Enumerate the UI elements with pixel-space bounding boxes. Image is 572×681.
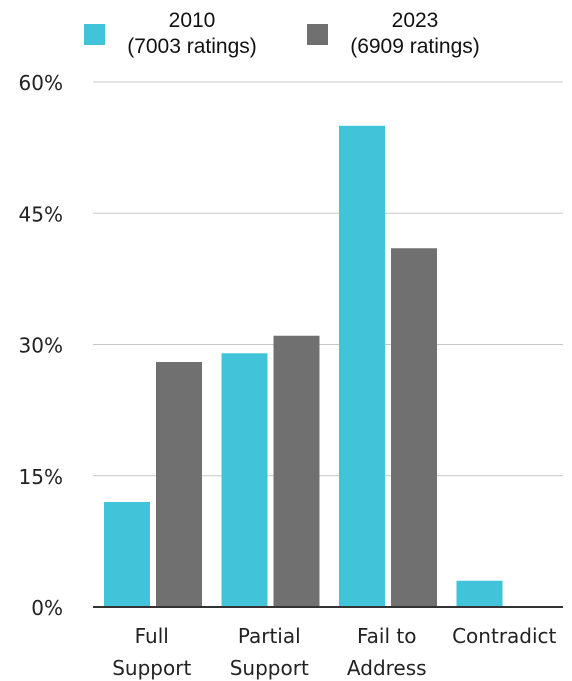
bar (456, 580, 503, 607)
x-tick-label: Partial (238, 624, 301, 648)
legend-label: (7003 ratings) (127, 35, 257, 58)
bar (104, 502, 150, 607)
y-tick-label: 60% (19, 71, 63, 95)
legend: 2010 (7003 ratings) 2023 (6909 ratings) (84, 9, 480, 58)
legend-label: (6909 ratings) (350, 35, 480, 58)
bar (273, 335, 320, 607)
gridlines (93, 81, 563, 477)
bar (391, 248, 437, 607)
legend-label: 2010 (169, 9, 216, 32)
y-tick-label: 0% (31, 596, 63, 620)
x-tick-label: Support (112, 656, 191, 680)
bar (339, 125, 385, 607)
bars (104, 125, 503, 607)
legend-swatch (307, 24, 328, 45)
y-axis: 0% 15% 30% 45% 60% (19, 71, 63, 620)
bar (221, 353, 268, 607)
x-axis: Full Support Partial Support Fail to Address C… (93, 606, 563, 680)
x-tick-label: Support (230, 656, 309, 680)
y-tick-label: 15% (19, 465, 63, 489)
x-tick-label: Full (135, 624, 169, 648)
y-tick-label: 30% (19, 334, 63, 358)
x-tick-label: Address (347, 656, 427, 680)
legend-label: 2023 (392, 9, 439, 32)
y-tick-label: 45% (19, 202, 63, 226)
x-tick-label: Contradict (452, 624, 556, 648)
x-tick-label: Fail to (357, 624, 416, 648)
legend-swatch (84, 24, 105, 45)
bar (156, 362, 202, 607)
